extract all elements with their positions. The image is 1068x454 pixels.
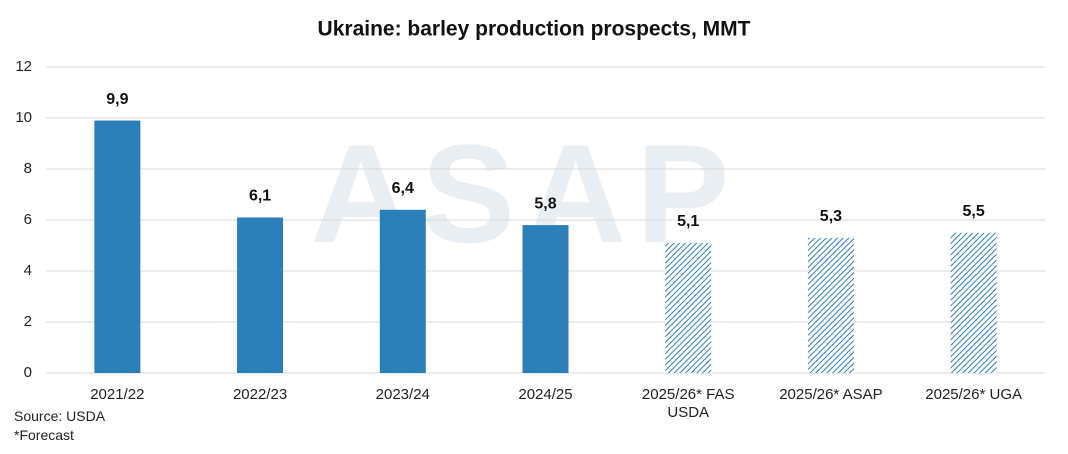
y-tick-label: 2 (24, 313, 32, 330)
bar (522, 225, 569, 373)
y-tick-label: 4 (24, 262, 32, 279)
value-label: 5,3 (820, 208, 842, 225)
source: Source: USDA (14, 408, 106, 424)
y-tick-label: 0 (24, 364, 32, 381)
x-tick-label: 2023/24 (375, 386, 430, 403)
x-tick-label: 2022/23 (232, 386, 288, 403)
x-tick-label: 2025/26* FAS USDA (641, 386, 735, 421)
y-tick-label: 6 (24, 211, 32, 228)
bar (950, 232, 997, 373)
bar (94, 120, 141, 373)
value-label: 6,1 (249, 188, 271, 205)
footnote: *Forecast (14, 427, 74, 443)
value-label: 5,5 (963, 203, 985, 220)
bar (665, 242, 712, 373)
bar (807, 237, 854, 373)
bar (237, 217, 284, 373)
value-label: 5,8 (534, 195, 556, 212)
x-tick-label: 2024/25 (518, 386, 573, 403)
value-label: 5,1 (677, 213, 699, 230)
y-tick-label: 10 (15, 109, 32, 126)
x-tick-label: 2025/26* ASAP (779, 386, 883, 403)
y-tick-label: 8 (24, 160, 32, 177)
y-tick-label: 12 (15, 58, 32, 75)
bar (379, 209, 426, 373)
value-label: 9,9 (106, 91, 128, 108)
x-tick-label: 2021/22 (90, 386, 145, 403)
value-label: 6,4 (392, 180, 414, 197)
x-tick-label: 2025/26* UGA (925, 386, 1022, 403)
chart-title: Ukraine: barley production prospects, MM… (318, 18, 751, 41)
